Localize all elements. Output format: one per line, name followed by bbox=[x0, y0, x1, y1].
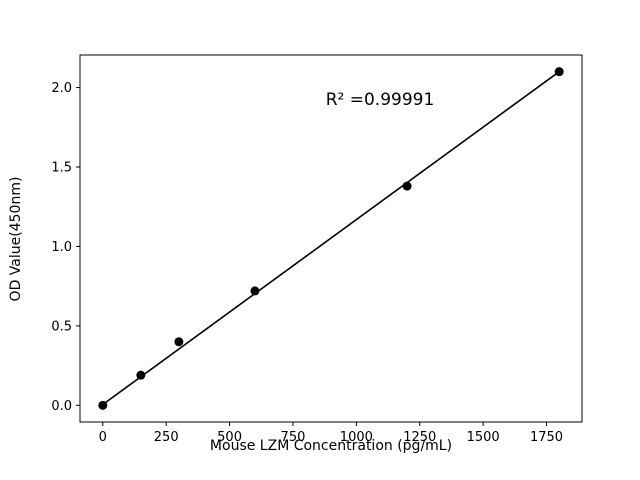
axes-frame bbox=[79, 54, 583, 423]
x-axis-label: Mouse LZM Concentration (pg/mL) bbox=[209, 438, 453, 454]
svg-text:500: 500 bbox=[217, 430, 242, 445]
svg-text:1.0: 1.0 bbox=[51, 240, 72, 255]
svg-text:2.0: 2.0 bbox=[51, 81, 72, 96]
data-point bbox=[174, 337, 184, 347]
data-point bbox=[98, 400, 108, 410]
svg-text:0.0: 0.0 bbox=[51, 399, 72, 414]
svg-text:1500: 1500 bbox=[467, 430, 500, 445]
svg-text:0.5: 0.5 bbox=[51, 319, 72, 334]
svg-text:750: 750 bbox=[281, 430, 306, 445]
y-axis-label: OD Value(450nm) bbox=[8, 176, 24, 302]
svg-text:250: 250 bbox=[154, 430, 179, 445]
data-points bbox=[98, 67, 564, 410]
data-point bbox=[250, 286, 260, 296]
data-point bbox=[402, 181, 412, 191]
svg-text:1250: 1250 bbox=[403, 430, 436, 445]
data-point bbox=[136, 370, 146, 380]
svg-text:1000: 1000 bbox=[340, 430, 373, 445]
y-ticks: 0.0 0.5 1.0 1.5 2.0 bbox=[51, 81, 80, 414]
r-squared-annotation: R² =0.99991 bbox=[325, 90, 435, 110]
svg-text:1.5: 1.5 bbox=[51, 161, 72, 176]
svg-text:1750: 1750 bbox=[530, 430, 563, 445]
svg-text:0: 0 bbox=[99, 430, 107, 445]
x-ticks: 0 250 500 750 1000 1250 1500 1750 bbox=[99, 422, 563, 445]
data-point bbox=[554, 67, 564, 77]
fit-line bbox=[102, 71, 560, 406]
